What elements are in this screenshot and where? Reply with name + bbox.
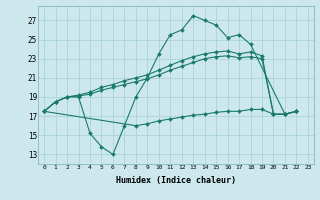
- X-axis label: Humidex (Indice chaleur): Humidex (Indice chaleur): [116, 176, 236, 185]
